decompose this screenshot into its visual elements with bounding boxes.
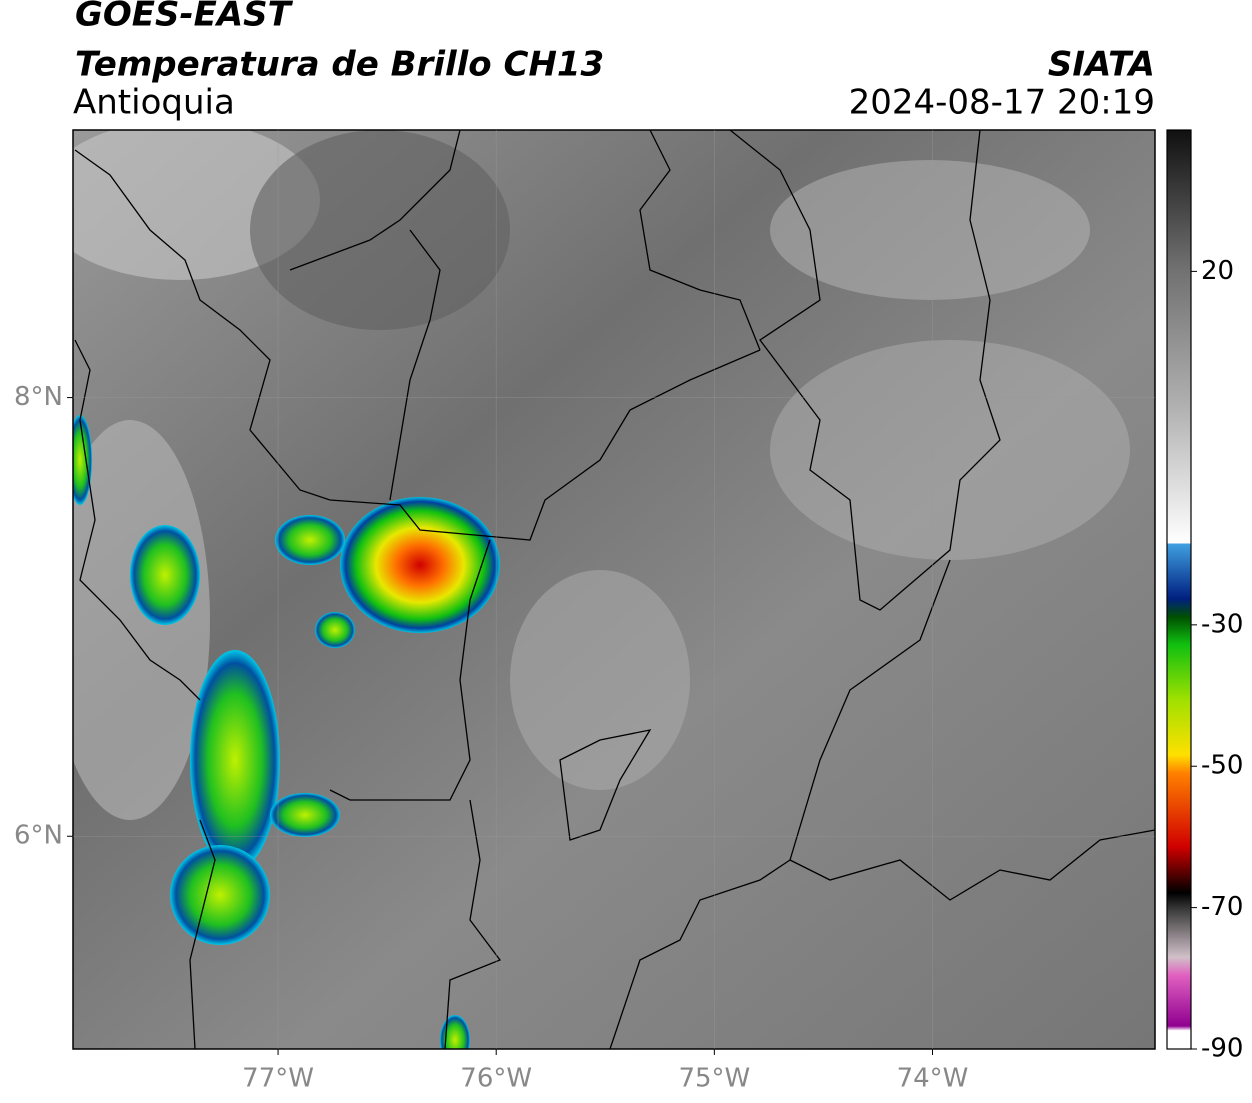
colorbar-tick-label: 20: [1201, 256, 1234, 286]
colorbar-tick-label: -90: [1201, 1034, 1243, 1064]
x-tick-label: 75°W: [678, 1064, 750, 1094]
title: GOES-EAST: [75, 0, 294, 35]
x-tick-label: 74°W: [897, 1064, 969, 1094]
x-tick-label: 77°W: [242, 1064, 314, 1094]
map-frame: [72, 129, 1156, 1050]
datetime: 2024-08-17 20:19: [849, 83, 1155, 123]
source: SIATA: [1048, 45, 1155, 85]
x-tick-label: 76°W: [460, 1064, 532, 1094]
colorbar: [1166, 129, 1192, 1050]
region: Antioquia: [73, 83, 235, 123]
colorbar-tick-label: -30: [1201, 609, 1243, 639]
subtitle: Temperatura de Brillo CH13: [75, 45, 604, 85]
y-tick-label: 6°N: [14, 821, 63, 851]
colorbar-tick-label: -70: [1201, 892, 1243, 922]
y-tick-label: 8°N: [14, 382, 63, 412]
colorbar-tick-label: -50: [1201, 751, 1243, 781]
satellite-image: [73, 130, 1155, 1049]
